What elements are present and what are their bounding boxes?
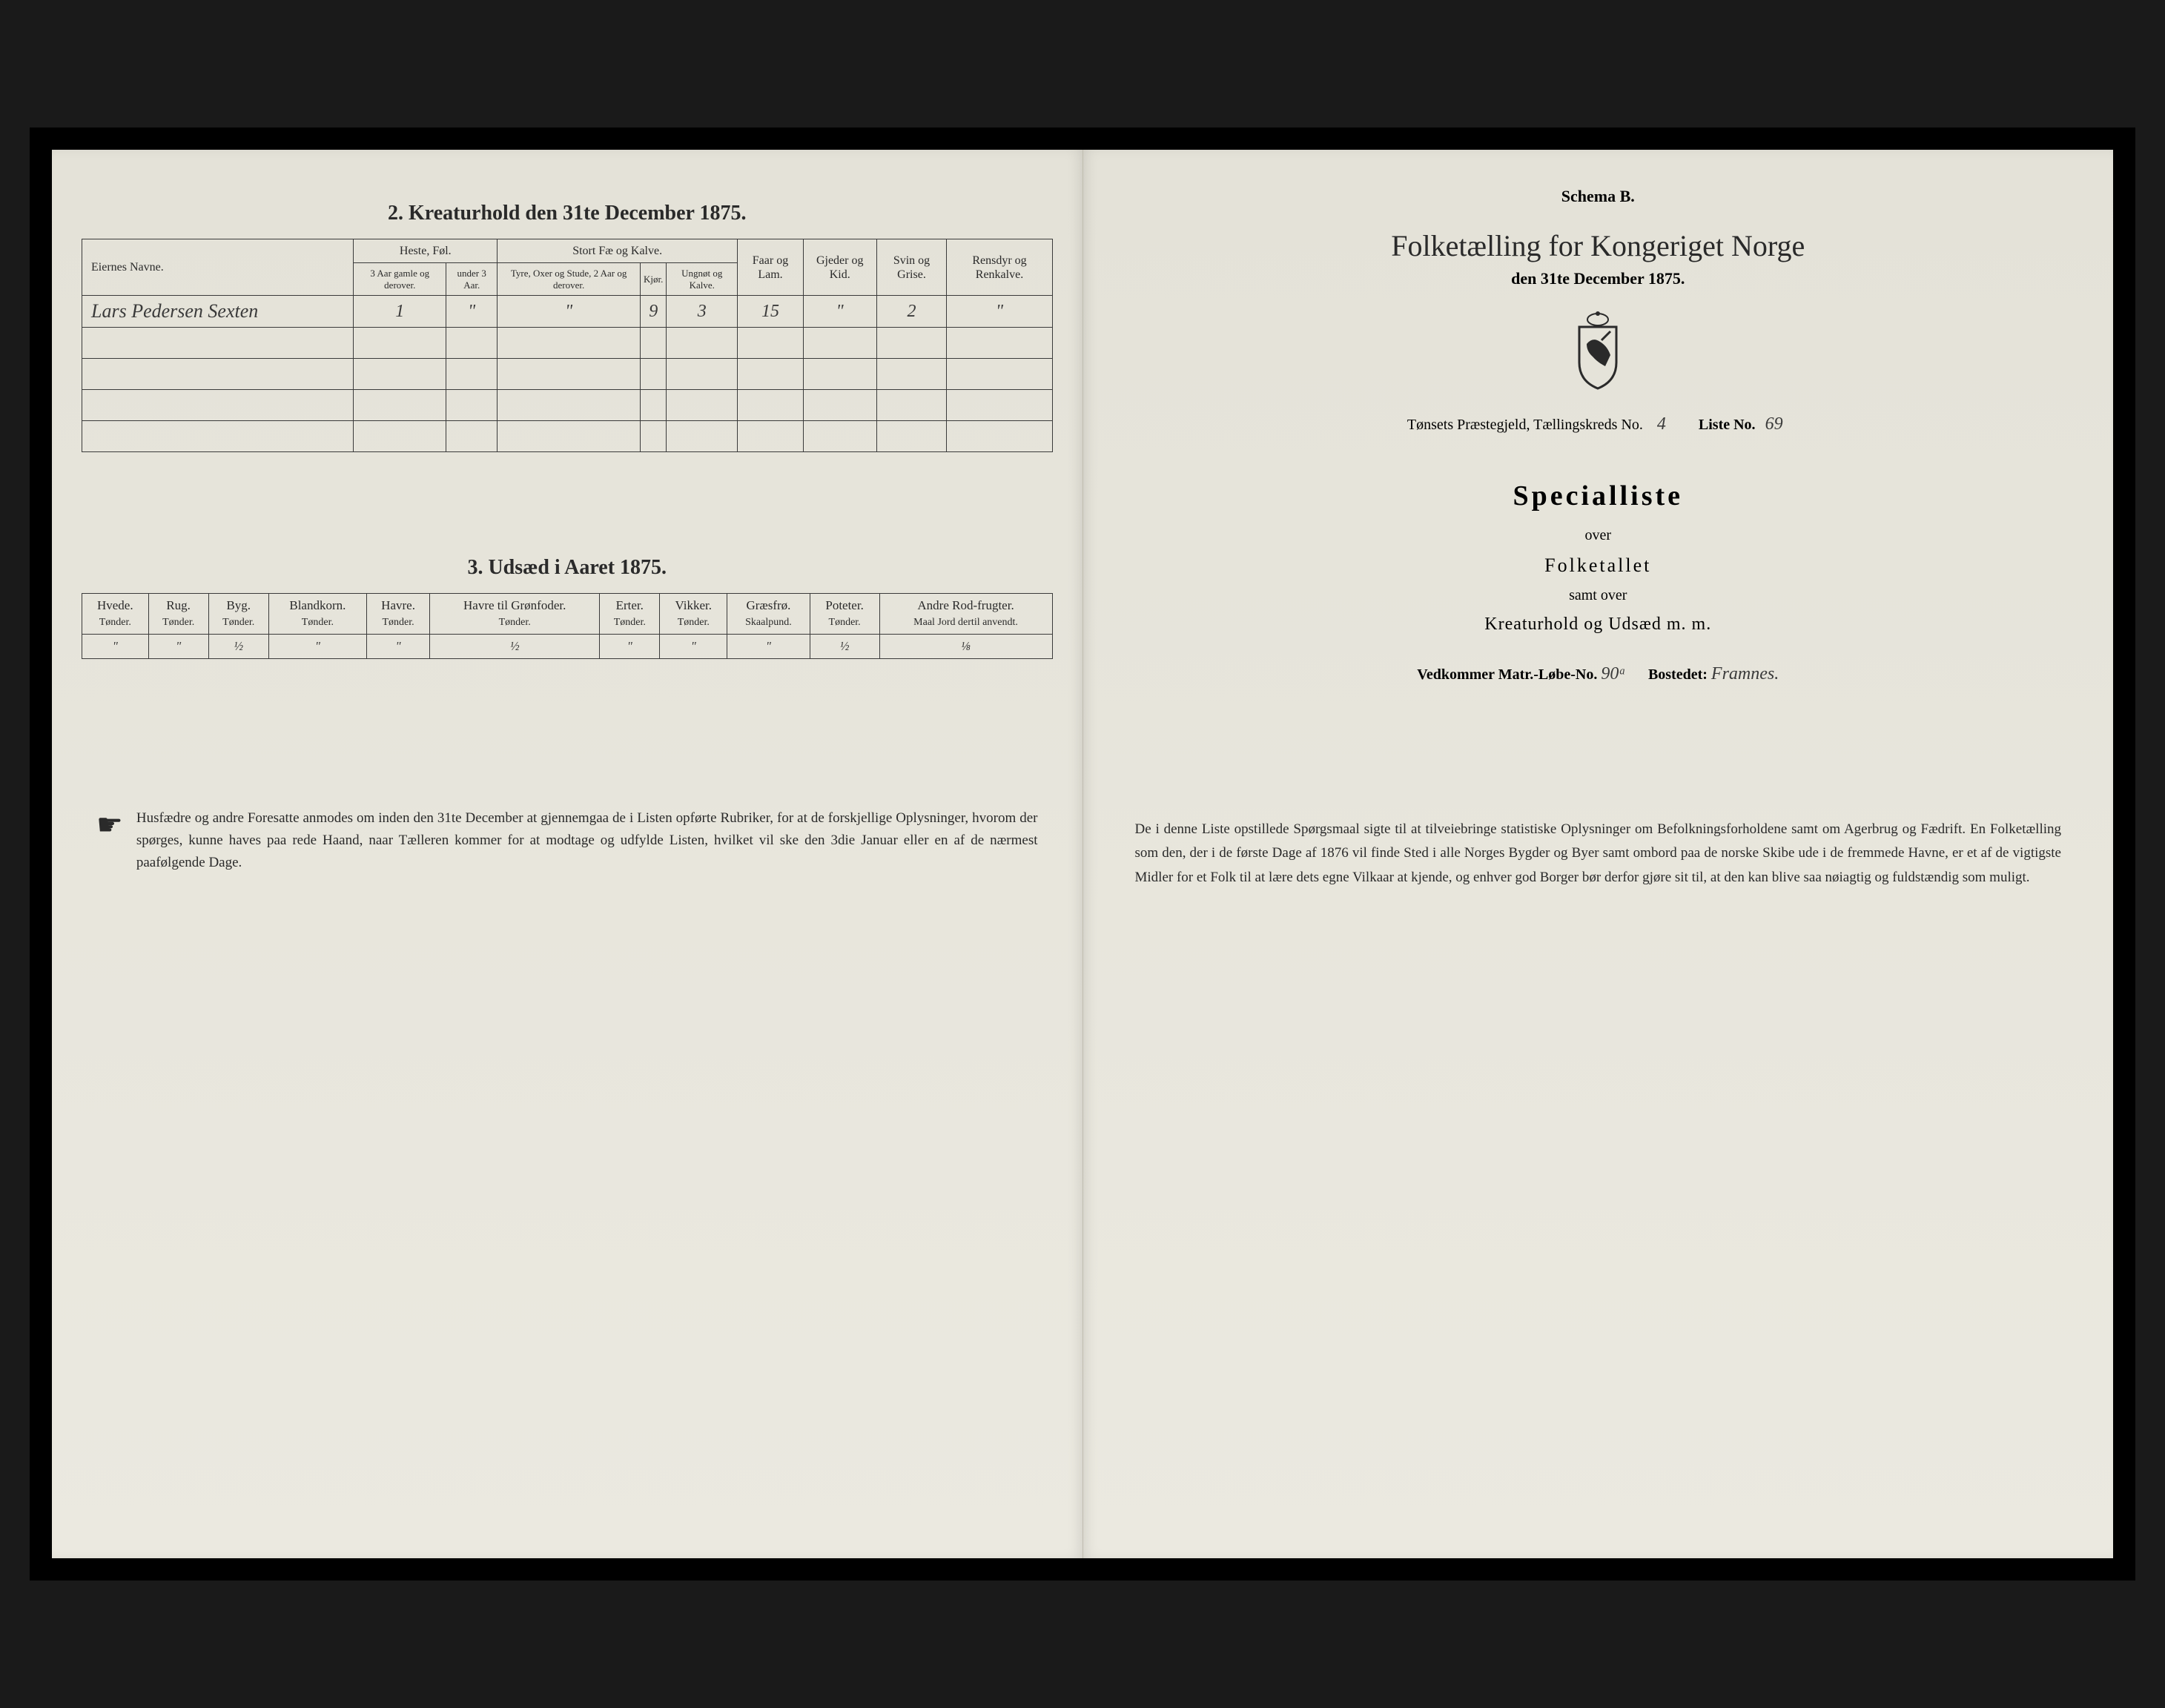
th-cattle-c: Ungnøt og Kalve.	[667, 263, 738, 296]
schema-label: Schema B.	[1113, 187, 2084, 206]
th-goats: Gjeder og Kid.	[803, 239, 876, 296]
footnote-text: Husfædre og andre Foresatte anmodes om i…	[136, 807, 1038, 875]
th-peas: Erter.Tønder.	[600, 594, 660, 634]
bosted-value: Framnes.	[1711, 664, 1779, 683]
vedkommer-line: Vedkommer Matr.-Løbe-No. 90ᵃ Bostedet: F…	[1113, 664, 2084, 684]
samt-label: samt over	[1113, 587, 2084, 604]
th-cattle-group: Stort Fæ og Kalve.	[498, 239, 738, 263]
table-row	[82, 328, 1053, 359]
cell-potatoes: ½	[810, 634, 879, 658]
cell-cattle-c: 3	[667, 296, 738, 328]
cell-barley: ½	[208, 634, 268, 658]
th-potatoes: Poteter.Tønder.	[810, 594, 879, 634]
th-horses-group: Heste, Føl.	[354, 239, 498, 263]
cell-rye: "	[148, 634, 208, 658]
list-no: 69	[1759, 414, 1789, 435]
bosted-label: Bostedet:	[1648, 666, 1708, 683]
table-row: " " ½ " " ½ " " " ½ ⅛	[82, 634, 1053, 658]
th-vetch: Vikker.Tønder.	[660, 594, 727, 634]
document-frame: 2. Kreaturhold den 31te December 1875. E…	[30, 128, 2135, 1580]
th-owner: Eiernes Navne.	[82, 239, 354, 296]
folketallet-label: Folketallet	[1113, 555, 2084, 577]
th-cattle-b: Kjør.	[641, 263, 667, 296]
parish-no: 4	[1647, 414, 1676, 435]
matr-no: 90ᵃ	[1601, 664, 1626, 683]
footnote-block: ☛ Husfædre og andre Foresatte anmodes om…	[82, 807, 1053, 875]
cell-oats: "	[366, 634, 429, 658]
sub-date: den 31te December 1875.	[1113, 269, 2084, 288]
th-mixed: Blandkorn.Tønder.	[268, 594, 366, 634]
pointing-hand-icon: ☛	[96, 807, 123, 875]
coat-of-arms-icon	[1564, 311, 1631, 392]
parish-text: Tønsets Præstegjeld, Tællingskreds No.	[1407, 417, 1643, 433]
th-horses-b: under 3 Aar.	[446, 263, 498, 296]
th-cattle-a: Tyre, Oxer og Stude, 2 Aar og derover.	[498, 263, 641, 296]
parish-line: Tønsets Præstegjeld, Tællingskreds No. 4…	[1113, 414, 2084, 435]
kreaturhold-label: Kreaturhold og Udsæd m. m.	[1113, 615, 2084, 635]
specialliste-title: Specialliste	[1113, 480, 2084, 512]
cell-oats-fodder: ½	[430, 634, 600, 658]
th-reindeer: Rensdyr og Renkalve.	[947, 239, 1052, 296]
th-sheep: Faar og Lam.	[738, 239, 804, 296]
cell-horses-a: 1	[354, 296, 446, 328]
list-label: Liste No.	[1699, 417, 1756, 433]
th-barley: Byg.Tønder.	[208, 594, 268, 634]
left-page: 2. Kreaturhold den 31te December 1875. E…	[52, 150, 1083, 1558]
cell-goats: "	[803, 296, 876, 328]
livestock-table: Eiernes Navne. Heste, Føl. Stort Fæ og K…	[82, 239, 1053, 452]
table-row	[82, 390, 1053, 421]
cell-pigs: 2	[876, 296, 947, 328]
section2-title: 2. Kreaturhold den 31te December 1875.	[82, 202, 1053, 225]
table-row: Lars Pedersen Sexten 1 " " 9 3 15 " 2 "	[82, 296, 1053, 328]
cell-owner: Lars Pedersen Sexten	[82, 296, 354, 328]
cell-roots: ⅛	[879, 634, 1052, 658]
cell-sheep: 15	[738, 296, 804, 328]
th-pigs: Svin og Grise.	[876, 239, 947, 296]
right-page: Schema B. Folketælling for Kongeriget No…	[1083, 150, 2114, 1558]
cell-cattle-b: 9	[641, 296, 667, 328]
cell-horses-b: "	[446, 296, 498, 328]
page-spread: 2. Kreaturhold den 31te December 1875. E…	[52, 150, 2113, 1558]
bottom-paragraph: De i denne Liste opstillede Spørgsmaal s…	[1113, 818, 2084, 890]
vedkommer-label: Vedkommer Matr.-Løbe-No.	[1417, 666, 1597, 683]
section3-title: 3. Udsæd i Aaret 1875.	[82, 556, 1053, 580]
th-roots: Andre Rod-frugter.Maal Jord dertil anven…	[879, 594, 1052, 634]
cell-wheat: "	[82, 634, 149, 658]
main-title: Folketælling for Kongeriget Norge	[1113, 228, 2084, 263]
th-rye: Rug.Tønder.	[148, 594, 208, 634]
cell-vetch: "	[660, 634, 727, 658]
th-grass: Græsfrø.Skaalpund.	[727, 594, 810, 634]
cell-cattle-a: "	[498, 296, 641, 328]
th-wheat: Hvede.Tønder.	[82, 594, 149, 634]
table-row	[82, 421, 1053, 452]
cell-peas: "	[600, 634, 660, 658]
over-label: over	[1113, 527, 2084, 544]
th-oats-fodder: Havre til Grønfoder.Tønder.	[430, 594, 600, 634]
cell-reindeer: "	[947, 296, 1052, 328]
cell-mixed: "	[268, 634, 366, 658]
table-row	[82, 359, 1053, 390]
th-oats: Havre.Tønder.	[366, 594, 429, 634]
th-horses-a: 3 Aar gamle og derover.	[354, 263, 446, 296]
seed-table: Hvede.Tønder. Rug.Tønder. Byg.Tønder. Bl…	[82, 593, 1053, 658]
cell-grass: "	[727, 634, 810, 658]
